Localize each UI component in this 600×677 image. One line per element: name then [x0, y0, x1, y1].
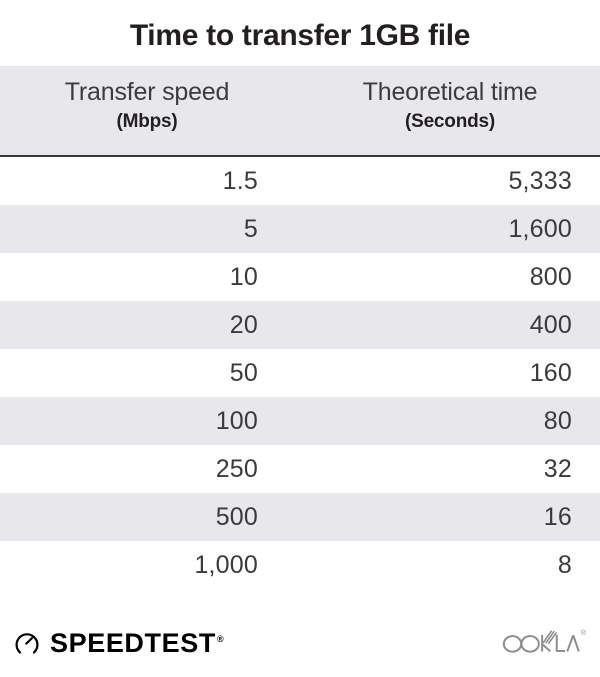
transfer-time-table: Transfer speed (Mbps) Theoretical time (…	[0, 66, 600, 589]
cell-transfer-speed: 50	[229, 358, 258, 387]
cell-transfer-speed: 100	[215, 406, 258, 435]
table-row: 1,000 8	[0, 541, 600, 589]
column-header-label: Transfer speed	[64, 78, 230, 106]
ookla-wordmark	[502, 624, 580, 654]
table-row: 10 800	[0, 253, 600, 301]
cell-theoretical-time: 800	[529, 262, 572, 291]
cell-theoretical-time: 400	[529, 310, 572, 339]
speedtest-wordmark: SPEEDTEST®	[50, 629, 224, 657]
cell-transfer-speed: 500	[215, 502, 258, 531]
cell-transfer-speed: 1,000	[194, 550, 258, 579]
cell-theoretical-time: 1,600	[508, 214, 572, 243]
table-row: 1.5 5,333	[0, 156, 600, 205]
cell-theoretical-time: 8	[557, 550, 572, 579]
column-header-label: Theoretical time	[362, 78, 538, 106]
cell-theoretical-time: 5,333	[508, 166, 572, 195]
table-row: 5 1,600	[0, 205, 600, 253]
table-header-row: Transfer speed (Mbps) Theoretical time (…	[0, 66, 600, 157]
footer: SPEEDTEST®	[0, 586, 600, 677]
table-row: 100 80	[0, 397, 600, 445]
ookla-logo: ®	[502, 624, 586, 654]
cell-transfer-speed: 250	[215, 454, 258, 483]
cell-transfer-speed: 5	[243, 214, 258, 243]
cell-transfer-speed: 10	[229, 262, 258, 291]
column-header-theoretical-time: Theoretical time (Seconds)	[278, 66, 600, 157]
column-header-transfer-speed: Transfer speed (Mbps)	[0, 66, 278, 157]
cell-theoretical-time: 80	[543, 406, 572, 435]
speedtest-trademark-symbol: ®	[216, 634, 225, 644]
page-title: Time to transfer 1GB file	[129, 19, 471, 52]
speedtest-wordmark-text: SPEEDTEST	[50, 628, 216, 658]
table-row: 500 16	[0, 493, 600, 541]
cell-transfer-speed: 20	[229, 310, 258, 339]
speedtest-logo: SPEEDTEST®	[13, 628, 224, 658]
cell-transfer-speed: 1.5	[222, 166, 258, 195]
table-row: 50 160	[0, 349, 600, 397]
speedometer-gauge-icon	[13, 629, 41, 657]
ookla-trademark-symbol: ®	[580, 630, 586, 637]
table-row: 20 400	[0, 301, 600, 349]
cell-theoretical-time: 32	[543, 454, 572, 483]
cell-theoretical-time: 160	[529, 358, 572, 387]
table-row: 250 32	[0, 445, 600, 493]
column-header-unit: (Seconds)	[404, 111, 496, 132]
column-header-unit: (Mbps)	[116, 111, 178, 132]
cell-theoretical-time: 16	[543, 502, 572, 531]
